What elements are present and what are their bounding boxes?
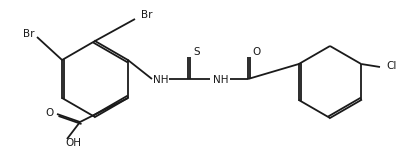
Text: OH: OH	[65, 138, 81, 148]
Text: Br: Br	[23, 29, 35, 39]
Text: S: S	[193, 47, 200, 57]
Text: Cl: Cl	[386, 61, 396, 71]
Text: NH: NH	[153, 75, 168, 85]
Text: Br: Br	[141, 10, 152, 20]
Text: O: O	[46, 108, 54, 118]
Text: O: O	[252, 47, 260, 57]
Text: NH: NH	[213, 75, 228, 85]
